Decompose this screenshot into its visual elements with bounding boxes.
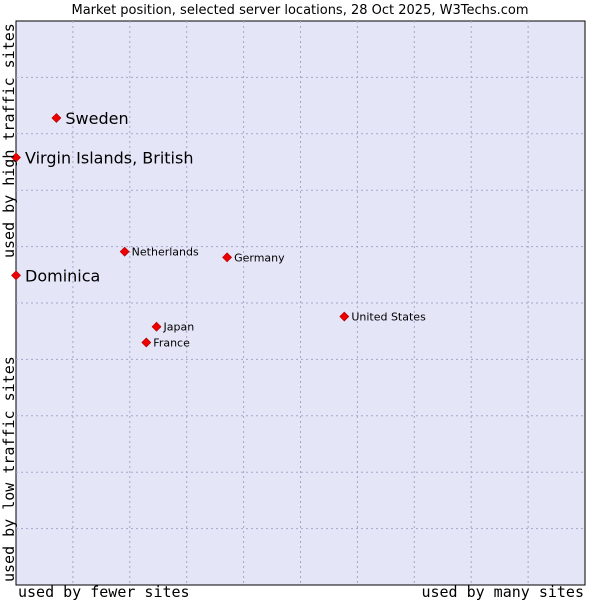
data-label-sweden: Sweden (65, 109, 128, 128)
data-point-japan (151, 321, 162, 332)
x-axis-label-left: used by fewer sites (18, 583, 190, 600)
data-label-germany: Germany (234, 251, 285, 264)
grid-lines (16, 21, 585, 585)
data-label-dominica: Dominica (25, 266, 100, 285)
data-point-sweden (51, 113, 62, 123)
x-axis-label-right: used by many sites (421, 583, 584, 600)
data-point-virgin-islands-british (11, 152, 21, 163)
data-points: Sweden Virgin Islands, British Netherlands… (11, 109, 426, 349)
y-axis-label-top: used by high traffic sites (0, 23, 18, 258)
data-point-france (141, 337, 152, 348)
data-label-netherlands: Netherlands (132, 246, 199, 259)
data-label-japan: Japan (163, 321, 195, 334)
data-label-virgin-islands-british: Virgin Islands, British (25, 148, 193, 167)
y-axis-label-bottom: used by low traffic sites (0, 356, 18, 582)
data-label-france: France (153, 336, 190, 349)
data-point-netherlands (119, 246, 130, 257)
chart-title: Market position, selected server locatio… (71, 3, 528, 18)
data-point-dominica (11, 270, 21, 281)
data-label-united-states: United States (351, 311, 426, 324)
data-point-united-states (339, 311, 350, 322)
data-point-germany (222, 252, 233, 263)
